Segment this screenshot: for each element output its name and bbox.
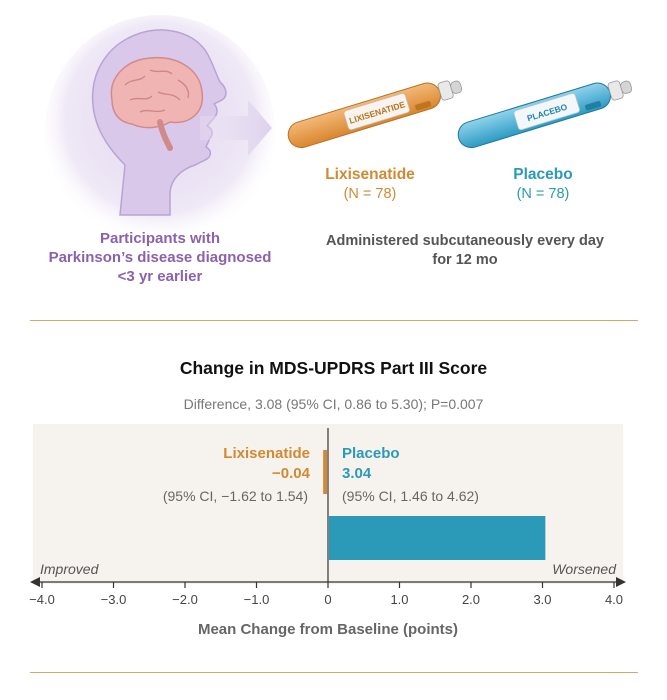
placebo-pen: PLACEBO (457, 80, 633, 149)
x-tick-label: 0 (324, 592, 331, 607)
bar-lixisenatide (323, 450, 327, 494)
x-tick-label: −3.0 (101, 592, 127, 607)
participants-label-line: Participants with (99, 230, 221, 247)
arrow-shape (200, 100, 272, 156)
divider-bottom (30, 672, 638, 673)
label-placebo-name: Placebo (342, 445, 400, 462)
head-illustration (45, 15, 275, 245)
x-tick-label: 2.0 (462, 592, 480, 607)
administration-line: for 12 mo (432, 252, 498, 268)
chart-subtitle: Difference, 3.08 (95% CI, 0.86 to 5.30);… (183, 396, 484, 412)
axis-arrow-left-icon (30, 577, 40, 587)
brain-icon (110, 56, 204, 151)
lixisenatide-group-n: (N = 78) (343, 186, 397, 202)
chart-title: Change in MDS-UPDRS Part III Score (179, 358, 488, 378)
label-placebo-value: 3.04 (342, 465, 372, 482)
lixisenatide-group-name: Lixisenatide (325, 166, 415, 183)
label-placebo-ci: (95% CI, 1.46 to 4.62) (342, 488, 479, 504)
axis-arrow-right-icon (616, 577, 626, 587)
lixisenatide-pen: LIXISENATIDE (287, 80, 463, 149)
x-axis-label: Mean Change from Baseline (points) (198, 621, 458, 638)
study-design-illustration: LIXISENATIDE PLACEBO (45, 15, 633, 245)
x-tick-label: 1.0 (390, 592, 408, 607)
participants-label-line: Parkinson’s disease diagnosed (48, 249, 272, 266)
annotation-improved: Improved (40, 561, 100, 577)
x-tick-label: 4.0 (605, 592, 623, 607)
placebo-group-n: (N = 78) (516, 186, 570, 202)
divider-top (30, 320, 638, 321)
bar-chart: Lixisenatide −0.04 (95% CI, −1.62 to 1.54)… (29, 424, 626, 638)
annotation-worsened: Worsened (552, 561, 617, 577)
bar-placebo (329, 516, 546, 560)
label-lixisenatide-ci: (95% CI, −1.62 to 1.54) (163, 488, 308, 504)
administration-text: Administered subcutaneously every day fo… (300, 232, 630, 270)
participants-label: Participants with Parkinson’s disease di… (40, 229, 280, 286)
administration-line: Administered subcutaneously every day (325, 233, 604, 249)
x-tick-label: −2.0 (172, 592, 198, 607)
x-tick-label: −1.0 (244, 592, 270, 607)
x-tick-label: 3.0 (533, 592, 551, 607)
participants-label-line: <3 yr earlier (117, 268, 203, 285)
label-lixisenatide-name: Lixisenatide (223, 445, 310, 462)
x-tick-label: −4.0 (29, 592, 55, 607)
label-lixisenatide-value: −0.04 (272, 465, 311, 482)
placebo-group-name: Placebo (513, 166, 573, 183)
